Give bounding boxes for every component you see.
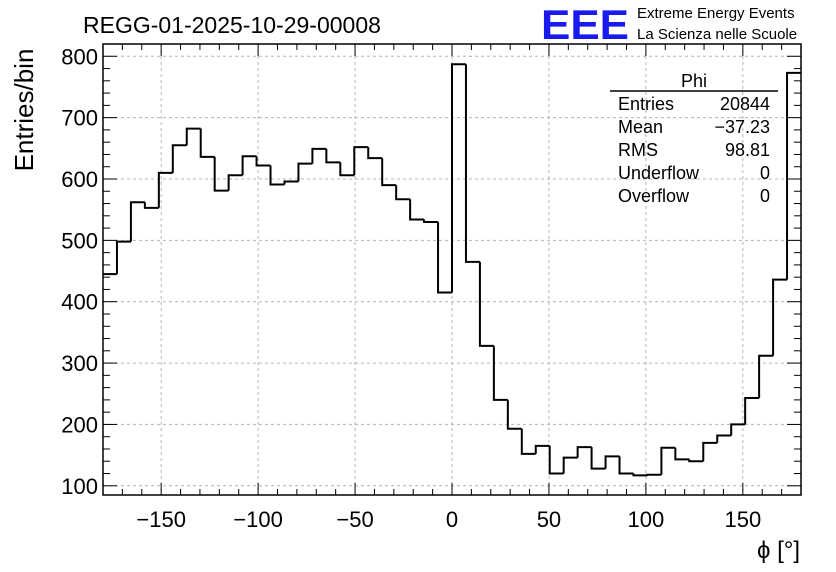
histogram-bin-4 <box>157 171 173 208</box>
histogram-bin-29 <box>506 399 522 430</box>
y-tick-label: 300 <box>61 351 98 376</box>
stats-label-underflow: Underflow <box>618 163 700 183</box>
eee-logo: EEE Extreme Energy Events La Scienza nel… <box>541 1 797 48</box>
histogram-bin-47 <box>758 354 774 399</box>
x-tick-label: −100 <box>233 507 283 532</box>
stats-title: Phi <box>681 71 707 91</box>
stats-label-mean: Mean <box>618 117 663 137</box>
histogram-bin-46 <box>744 397 760 425</box>
histogram-bin-7 <box>199 128 215 158</box>
histogram-bin-39 <box>646 473 662 476</box>
histogram-bin-15 <box>311 147 327 164</box>
x-axis-label: ϕ [°] <box>757 537 800 564</box>
histogram-bin-11 <box>255 156 271 167</box>
histogram-bin-38 <box>632 473 648 477</box>
histogram-bin-12 <box>269 165 285 186</box>
stats-value-mean: −37.23 <box>714 117 770 137</box>
histogram-bin-32 <box>548 445 564 475</box>
histogram-bin-25 <box>451 63 466 293</box>
stats-label-rms: RMS <box>618 140 658 160</box>
logo-line-2: La Scienza nelle Scuole <box>637 26 797 43</box>
histogram-bin-33 <box>562 456 578 474</box>
histogram-bin-14 <box>297 162 313 182</box>
y-tick-label: 800 <box>61 44 98 69</box>
histogram-bin-22 <box>409 199 425 221</box>
histogram-bin-20 <box>381 158 397 187</box>
histogram-bin-40 <box>660 446 676 475</box>
histogram-bin-3 <box>143 202 159 209</box>
stats-rows: Entries 20844 Mean −37.23 RMS 98.81 Underflow 0… <box>618 94 770 206</box>
histogram-bin-49 <box>786 71 801 280</box>
histogram-bin-8 <box>213 156 229 192</box>
histogram-bin-30 <box>520 428 536 455</box>
histogram-bin-24 <box>437 221 452 294</box>
x-tick-label: 100 <box>628 507 665 532</box>
y-tick-label: 200 <box>61 412 98 437</box>
histogram-bin-36 <box>604 455 620 469</box>
stats-value-entries: 20844 <box>720 94 770 114</box>
y-tick-label: 400 <box>61 290 98 315</box>
histogram-bin-43 <box>702 441 718 462</box>
histogram-bin-31 <box>534 444 550 454</box>
histogram-bars <box>103 63 801 477</box>
histogram-bin-6 <box>185 127 201 146</box>
histogram-bin-41 <box>674 447 690 461</box>
y-tick-label: 700 <box>61 106 98 131</box>
histogram-bin-27 <box>478 261 494 347</box>
histogram-bin-26 <box>464 64 480 263</box>
stats-label-overflow: Overflow <box>618 186 690 206</box>
histogram-bin-37 <box>618 456 634 475</box>
histogram-bin-17 <box>339 162 355 177</box>
histogram-bin-48 <box>772 278 788 356</box>
x-tick-label: 150 <box>724 507 761 532</box>
y-tick-label: 100 <box>61 474 98 499</box>
y-tick-label: 500 <box>61 228 98 253</box>
histogram-bin-10 <box>241 155 257 176</box>
axes: −150 −100 −50 0 50 100 150 100 200 300 400 500 600 70… <box>61 44 802 532</box>
histogram-bin-21 <box>395 185 411 201</box>
stats-value-underflow: 0 <box>760 163 770 183</box>
histogram-bin-9 <box>227 174 243 191</box>
histogram-bin-42 <box>688 459 704 463</box>
histogram-bin-23 <box>423 219 439 223</box>
x-tick-label: 0 <box>446 507 458 532</box>
histogram-bin-5 <box>171 144 187 173</box>
y-axis-label: Entries/bin <box>9 49 39 172</box>
eee-logo-mark: EEE <box>541 1 629 48</box>
histogram-bin-45 <box>730 423 746 436</box>
chart-title: REGG-01-2025-10-29-00008 <box>83 12 381 38</box>
x-tick-label: −150 <box>136 507 186 532</box>
y-tick-label: 600 <box>61 167 98 192</box>
stats-label-entries: Entries <box>618 94 674 114</box>
histogram-bin-34 <box>576 446 592 458</box>
logo-line-1: Extreme Energy Events <box>637 5 795 22</box>
x-tick-label: −50 <box>336 507 373 532</box>
histogram-bin-18 <box>353 146 369 176</box>
histogram-bin-19 <box>367 147 383 160</box>
histogram-bin-13 <box>283 180 299 185</box>
histogram-bin-16 <box>325 148 341 164</box>
histogram-bin-44 <box>716 434 732 443</box>
histogram-bin-1 <box>115 240 131 275</box>
stats-value-rms: 98.81 <box>725 140 770 160</box>
x-tick-label: 50 <box>537 507 561 532</box>
histogram-bin-2 <box>129 201 145 242</box>
stats-value-overflow: 0 <box>760 186 770 206</box>
histogram-bin-35 <box>590 447 606 470</box>
histogram-bin-28 <box>492 345 508 401</box>
stats-box: Phi Entries 20844 Mean −37.23 RMS 98.81 Underf… <box>610 71 778 206</box>
